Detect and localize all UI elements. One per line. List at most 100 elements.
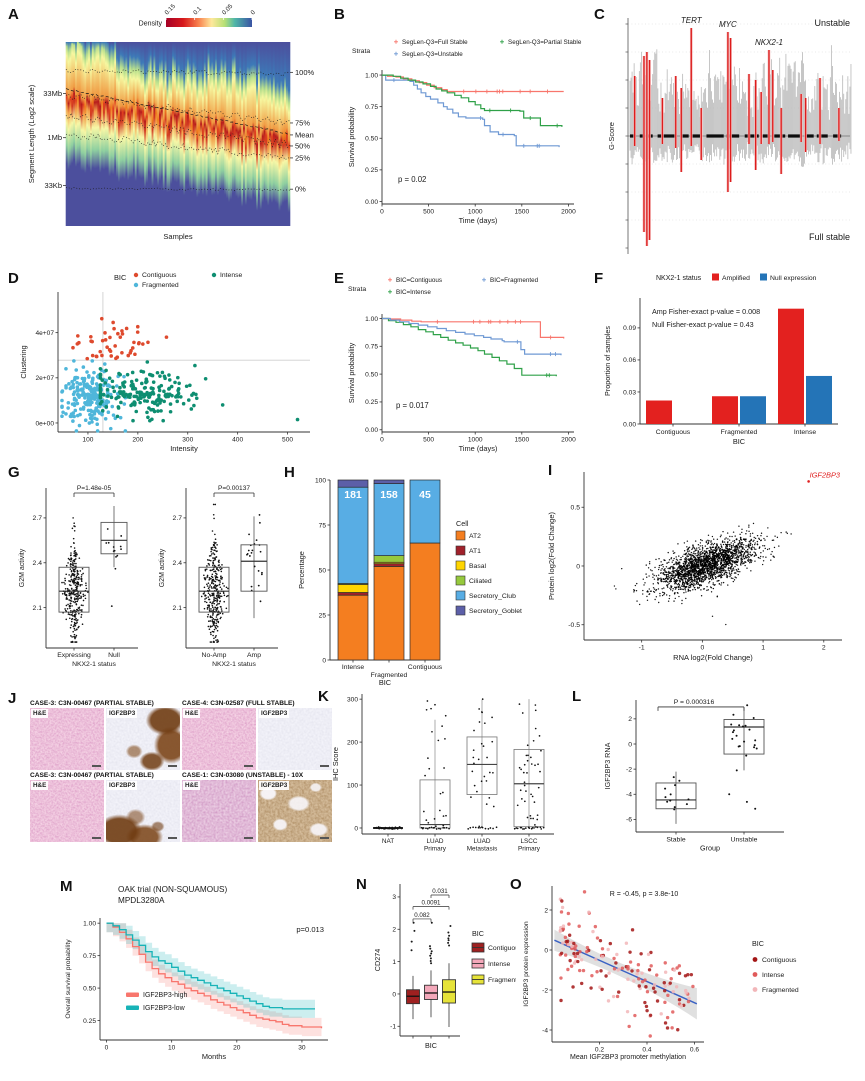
panel-n: N -1 0 1 2 3 CD274 BIC 0.082 0.0091 0.031 BIC Conti… <box>356 874 516 1080</box>
g2m-activity-chart: 2.1 2.4 2.7 G2M activity Expressing Null NKX2-… <box>19 485 278 668</box>
rna-boxjitter: 2 0 -2 -4 -6 IGF2BP3 RNA Stable Unstable Group P … <box>603 699 784 853</box>
methylation-scatter-chart: 0.2 0.4 0.6 -4 -2 0 2 Mean IGF2BP3 promoter met… <box>523 886 799 1061</box>
svg-text:Mean IGF2BP3 promoter methylat: Mean IGF2BP3 promoter methylation <box>570 1054 686 1061</box>
svg-text:NKX2-1 status: NKX2-1 status <box>72 661 116 668</box>
svg-text:IHC Score: IHC Score <box>331 747 340 781</box>
svg-text:P = 0.000316: P = 0.000316 <box>674 699 715 706</box>
gscore-chart: TERT MYC NKX2-1 Unstable Full stable G-Score <box>607 16 852 254</box>
svg-text:300: 300 <box>347 696 358 703</box>
case-caption: CASE-4: C3N-02587 (FULL STABLE) <box>182 700 295 707</box>
svg-text:0: 0 <box>700 645 704 652</box>
panel-a: A 100% 75% Mean 50% 25% 0% 33Mb 1Mb 33Kb Segment … <box>8 4 338 250</box>
svg-text:2: 2 <box>392 927 396 934</box>
heatmap-columns <box>65 42 291 226</box>
panel-d-label: D <box>8 270 19 287</box>
he-texture <box>182 708 256 770</box>
histology-tile-ihc: IGF2BP3 <box>106 780 180 842</box>
svg-text:0.25: 0.25 <box>365 167 378 174</box>
svg-text:BIC: BIC <box>472 929 484 938</box>
svg-text:0.50: 0.50 <box>365 136 378 143</box>
svg-text:Expressing: Expressing <box>57 652 91 659</box>
panel-o: O 0.2 0.4 0.6 -4 -2 0 2 Mean IGF2BP3 promoter m… <box>510 874 864 1080</box>
stain-label: H&E <box>183 781 201 790</box>
panel-k: K 0 100 200 300 IHC Score NAT LUAD Primary LUAD M… <box>318 686 568 872</box>
svg-text:2.1: 2.1 <box>33 605 43 612</box>
seglen-survival-chart: 0 500 1000 1500 2000 0.00 0.25 0.50 0.75 1.00 Time… <box>347 39 582 225</box>
svg-text:G-Score: G-Score <box>607 122 616 150</box>
cd274-boxes: -1 0 1 2 3 CD274 BIC 0.082 0.0091 0.031 <box>373 884 460 1050</box>
methylation-scatter: 0.2 0.4 0.6 -4 -2 0 2 Mean IGF2BP3 promoter met… <box>523 886 704 1061</box>
ihc-brown-staining <box>106 780 180 842</box>
cell-type-stacked-bar: 0 25 50 75 100 Percentage 181 Intense 158 Fragmen… <box>297 477 522 687</box>
cluster-legend: BIC Contiguous Fragmented Intense <box>114 272 243 289</box>
svg-text:Ciliated: Ciliated <box>469 578 492 585</box>
svg-text:100: 100 <box>82 437 93 444</box>
svg-text:Contiguous: Contiguous <box>408 664 443 671</box>
svg-text:0.75: 0.75 <box>365 104 378 111</box>
svg-text:-2: -2 <box>542 987 548 994</box>
histology-tile-he: H&E <box>182 708 256 770</box>
svg-text:400: 400 <box>232 437 243 444</box>
svg-text:Unstable: Unstable <box>814 18 850 28</box>
stain-label: H&E <box>183 709 201 718</box>
svg-text:Mean: Mean <box>295 130 314 139</box>
svg-text:Strata: Strata <box>348 286 366 293</box>
he-texture <box>30 708 104 770</box>
scale-bar <box>92 837 101 839</box>
svg-text:Stable: Stable <box>666 837 685 844</box>
svg-text:0.03: 0.03 <box>623 389 636 396</box>
svg-text:Primary: Primary <box>518 846 541 853</box>
panel-e-label: E <box>334 270 345 287</box>
histology-tile-he: H&E <box>30 708 104 770</box>
svg-text:181: 181 <box>344 489 362 501</box>
svg-text:IGF2BP3 RNA: IGF2BP3 RNA <box>603 742 612 789</box>
svg-text:Clustering: Clustering <box>19 345 28 378</box>
svg-text:1500: 1500 <box>514 437 529 444</box>
svg-text:0: 0 <box>576 563 580 570</box>
histology-tile-he: H&E <box>182 780 256 842</box>
svg-text:100: 100 <box>347 782 358 789</box>
svg-text:0: 0 <box>628 741 632 748</box>
svg-text:Fragmented: Fragmented <box>142 282 179 289</box>
svg-text:Contiguous: Contiguous <box>488 945 516 952</box>
panel-d: D 100 200 300 400 500 0e+00 2e+07 4e+07 Intensit… <box>8 268 334 460</box>
svg-text:IGF2BP3-low: IGF2BP3-low <box>143 1005 186 1012</box>
svg-text:75: 75 <box>319 522 327 529</box>
case-caption: CASE-3: C3N-00467 (PARTIAL STABLE) <box>30 772 154 779</box>
svg-text:2.1: 2.1 <box>173 605 183 612</box>
svg-text:500: 500 <box>423 209 434 216</box>
svg-text:0: 0 <box>380 437 384 444</box>
svg-text:0.00: 0.00 <box>623 421 636 428</box>
svg-text:0.50: 0.50 <box>83 985 96 992</box>
svg-text:0: 0 <box>322 657 326 664</box>
panel-e: E 0 500 1000 1500 2000 0.00 0.25 0.50 0.75 1.00 Ti… <box>334 268 594 460</box>
stacked-bars: 0 25 50 75 100 Percentage 181 Intense 158 Fragmen… <box>297 477 443 687</box>
svg-text:G2M activity: G2M activity <box>19 548 26 587</box>
svg-text:25: 25 <box>319 612 327 619</box>
svg-text:1.00: 1.00 <box>365 316 378 323</box>
svg-text:0: 0 <box>249 9 257 17</box>
svg-text:0%: 0% <box>295 185 306 194</box>
svg-text:1500: 1500 <box>514 209 529 216</box>
svg-text:Amplified: Amplified <box>722 275 750 282</box>
svg-text:0.25: 0.25 <box>83 1018 96 1025</box>
svg-text:NKX2-1: NKX2-1 <box>755 38 783 47</box>
bic-dot-legend: BIC Contiguous Intense Fragmented <box>752 939 799 994</box>
svg-text:2000: 2000 <box>561 209 576 216</box>
scale-bar <box>244 765 253 767</box>
svg-text:0: 0 <box>354 825 358 832</box>
svg-text:1.00: 1.00 <box>83 920 96 927</box>
svg-text:3: 3 <box>392 894 396 901</box>
svg-text:MPDL3280A: MPDL3280A <box>118 896 165 905</box>
svg-text:SegLen-Q3=Full Stable: SegLen-Q3=Full Stable <box>402 39 468 46</box>
case-caption: CASE-1: C3N-03080 (UNSTABLE) - 10X <box>182 772 304 779</box>
svg-text:0.4: 0.4 <box>642 1047 651 1054</box>
panel-h: H 0 25 50 75 100 Percentage 181 Intense 158 Fragm… <box>284 462 530 690</box>
panel-f: F 0.00 0.03 0.06 0.09 Contiguous Fragmented In… <box>594 268 864 460</box>
svg-text:300: 300 <box>182 437 193 444</box>
